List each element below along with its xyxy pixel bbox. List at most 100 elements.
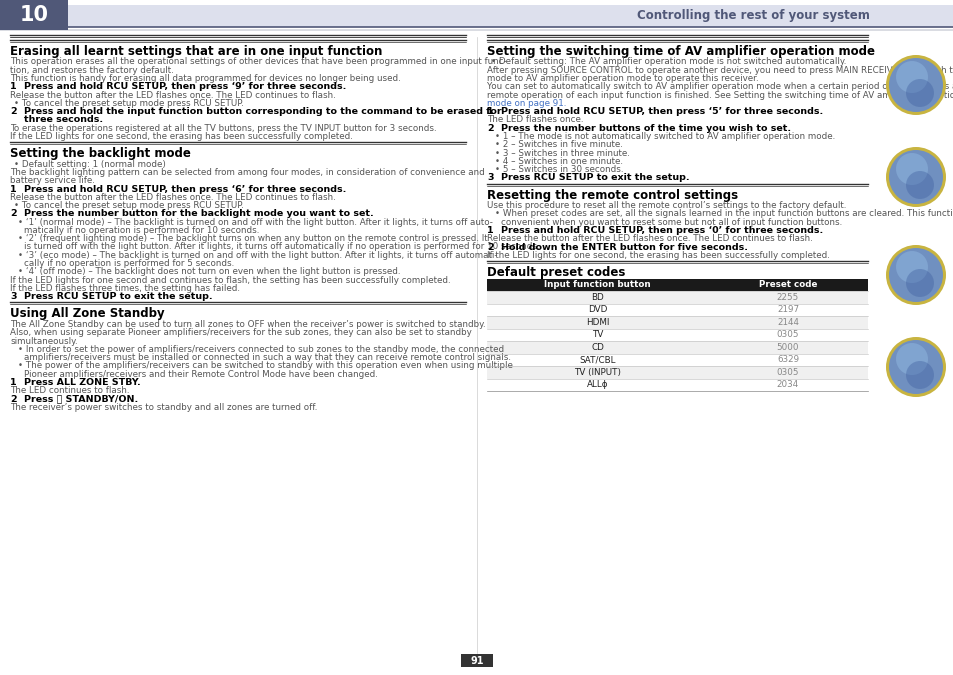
Circle shape — [885, 147, 945, 207]
Circle shape — [905, 361, 933, 389]
Text: This operation erases all the operational settings of other devices that have be: This operation erases all the operationa… — [10, 57, 506, 67]
Text: mode on page 91.: mode on page 91. — [486, 99, 566, 108]
Text: • ‘4’ (off mode) – The backlight does not turn on even when the light button is : • ‘4’ (off mode) – The backlight does no… — [18, 267, 400, 276]
Text: 2255: 2255 — [776, 293, 799, 302]
Text: Default preset codes: Default preset codes — [486, 266, 625, 279]
Text: DVD: DVD — [587, 305, 606, 315]
Text: Erasing all learnt settings that are in one input function: Erasing all learnt settings that are in … — [10, 45, 382, 58]
Text: Setting the switching time of AV amplifier operation mode: Setting the switching time of AV amplifi… — [486, 45, 874, 58]
Text: is turned off with the light button. After it lights, it turns off automatically: is turned off with the light button. Aft… — [24, 242, 539, 252]
FancyBboxPatch shape — [68, 5, 953, 27]
Text: Press RCU SETUP to exit the setup.: Press RCU SETUP to exit the setup. — [24, 292, 213, 301]
Text: 2197: 2197 — [776, 305, 799, 315]
Circle shape — [895, 343, 927, 375]
Text: The receiver’s power switches to standby and all zones are turned off.: The receiver’s power switches to standby… — [10, 403, 317, 412]
Text: matically if no operation is performed for 10 seconds.: matically if no operation is performed f… — [24, 226, 259, 235]
Text: 2144: 2144 — [776, 318, 799, 327]
Text: If the LED lights for one second, the erasing has been successfully completed.: If the LED lights for one second, the er… — [10, 132, 353, 141]
Text: Press and hold RCU SETUP, then press ‘9’ for three seconds.: Press and hold RCU SETUP, then press ‘9’… — [24, 82, 346, 91]
FancyBboxPatch shape — [486, 354, 867, 366]
Circle shape — [905, 79, 933, 107]
Text: • 3 – Switches in three minute.: • 3 – Switches in three minute. — [495, 148, 629, 157]
Text: The LED flashes once.: The LED flashes once. — [486, 115, 583, 124]
Text: Use this procedure to reset all the remote control’s settings to the factory def: Use this procedure to reset all the remo… — [486, 201, 845, 210]
Text: Press and hold the input function button corresponding to the command to be eras: Press and hold the input function button… — [24, 107, 501, 116]
Text: 2: 2 — [10, 209, 16, 218]
Text: • In order to set the power of amplifiers/receivers connected to sub zones to th: • In order to set the power of amplifier… — [18, 345, 503, 354]
Text: Pioneer amplifiers/receivers and their Remote Control Mode have been changed.: Pioneer amplifiers/receivers and their R… — [24, 370, 377, 379]
Text: ALLɸ: ALLɸ — [586, 380, 608, 389]
Text: convenient when you want to reset some but not all of input function buttons.: convenient when you want to reset some b… — [500, 218, 841, 227]
Text: Hold down the ENTER button for five seconds.: Hold down the ENTER button for five seco… — [500, 242, 747, 252]
Text: Press the number buttons of the time you wish to set.: Press the number buttons of the time you… — [500, 124, 790, 133]
Circle shape — [888, 248, 942, 302]
Text: battery service life.: battery service life. — [10, 176, 94, 185]
Text: If the LED lights for one second and continues to flash, the setting has been su: If the LED lights for one second and con… — [10, 275, 450, 285]
Text: Press and hold RCU SETUP, then press ‘0’ for three seconds.: Press and hold RCU SETUP, then press ‘0’… — [500, 226, 822, 235]
Text: 1: 1 — [10, 378, 16, 387]
Text: three seconds.: three seconds. — [24, 115, 103, 124]
FancyBboxPatch shape — [0, 0, 68, 30]
Text: 3: 3 — [10, 292, 16, 301]
Text: • Default setting: 1 (normal mode): • Default setting: 1 (normal mode) — [14, 160, 166, 169]
Text: Release the button after the LED flashes once. The LED continues to flash.: Release the button after the LED flashes… — [486, 234, 812, 243]
Circle shape — [888, 340, 942, 394]
Text: • 2 – Switches in five minute.: • 2 – Switches in five minute. — [495, 140, 622, 149]
Text: If the LED flashes three times, the setting has failed.: If the LED flashes three times, the sett… — [10, 284, 240, 293]
Text: • To cancel the preset setup mode press RCU SETUP.: • To cancel the preset setup mode press … — [14, 201, 244, 210]
Text: Press Ⓢ STANDBY/ON.: Press Ⓢ STANDBY/ON. — [24, 394, 138, 404]
Text: 6329: 6329 — [776, 355, 799, 364]
Text: SAT/CBL: SAT/CBL — [578, 355, 615, 364]
Text: Controlling the rest of your system: Controlling the rest of your system — [637, 9, 869, 22]
Text: 1: 1 — [10, 82, 16, 91]
Text: 2: 2 — [10, 107, 16, 116]
Text: Input function button: Input function button — [543, 280, 650, 290]
Text: 1: 1 — [486, 107, 493, 116]
Circle shape — [885, 55, 945, 115]
Text: After pressing SOURCE CONTROL to operate another device, you need to press MAIN : After pressing SOURCE CONTROL to operate… — [486, 65, 953, 75]
Text: • The power of the amplifiers/receivers can be switched to standby with this ope: • The power of the amplifiers/receivers … — [18, 361, 513, 371]
Circle shape — [895, 61, 927, 93]
Text: Resetting the remote control settings: Resetting the remote control settings — [486, 189, 738, 202]
Text: • 1 – The mode is not automatically switched to AV amplifier operation mode.: • 1 – The mode is not automatically swit… — [495, 132, 835, 141]
FancyBboxPatch shape — [486, 341, 867, 354]
Text: • 4 – Switches in one minute.: • 4 – Switches in one minute. — [495, 157, 622, 166]
Text: 1: 1 — [486, 226, 493, 235]
Text: The backlight lighting pattern can be selected from among four modes, in conside: The backlight lighting pattern can be se… — [10, 168, 484, 177]
Text: amplifiers/receivers must be installed or connected in such a way that they can : amplifiers/receivers must be installed o… — [24, 353, 511, 362]
Circle shape — [905, 171, 933, 199]
Text: 10: 10 — [19, 5, 49, 25]
Text: 3: 3 — [486, 173, 493, 182]
Text: simultaneously.: simultaneously. — [10, 337, 77, 346]
Text: TV (INPUT): TV (INPUT) — [574, 368, 620, 377]
Text: • ‘1’ (normal mode) – The backlight is turned on and off with the light button. : • ‘1’ (normal mode) – The backlight is t… — [18, 217, 493, 227]
FancyBboxPatch shape — [486, 379, 867, 391]
Text: You can set to automatically switch to AV amplifier operation mode when a certai: You can set to automatically switch to A… — [486, 82, 953, 91]
Circle shape — [888, 150, 942, 204]
Text: 2: 2 — [10, 394, 16, 404]
Text: Press the number button for the backlight mode you want to set.: Press the number button for the backligh… — [24, 209, 374, 218]
Circle shape — [895, 251, 927, 283]
Text: 2: 2 — [486, 242, 493, 252]
Text: CD: CD — [591, 343, 603, 352]
Text: Release the button after the LED flashes once. The LED continues to flash.: Release the button after the LED flashes… — [10, 90, 335, 100]
Text: • 5 – Switches in 30 seconds.: • 5 – Switches in 30 seconds. — [495, 165, 623, 174]
FancyBboxPatch shape — [486, 304, 867, 316]
Text: Preset code: Preset code — [758, 280, 817, 290]
Circle shape — [885, 337, 945, 397]
Text: 1: 1 — [10, 184, 16, 194]
Text: Also, when using separate Pioneer amplifiers/receivers for the sub zones, they c: Also, when using separate Pioneer amplif… — [10, 328, 471, 338]
Text: 2034: 2034 — [776, 380, 799, 389]
Circle shape — [888, 58, 942, 112]
Circle shape — [885, 245, 945, 305]
Text: 91: 91 — [470, 655, 483, 666]
Text: This function is handy for erasing all data programmed for devices no longer bei: This function is handy for erasing all d… — [10, 74, 400, 83]
Circle shape — [905, 269, 933, 297]
FancyBboxPatch shape — [486, 316, 867, 329]
Circle shape — [895, 153, 927, 185]
Text: 2: 2 — [486, 124, 493, 133]
Text: • ‘2’ (frequent lighting mode) – The backlight turns on when any button on the r: • ‘2’ (frequent lighting mode) – The bac… — [18, 234, 487, 243]
Text: 5000: 5000 — [776, 343, 799, 352]
Text: Release the button after the LED flashes once. The LED continues to flash.: Release the button after the LED flashes… — [10, 193, 335, 202]
Text: To erase the operations registered at all the TV buttons, press the TV INPUT but: To erase the operations registered at al… — [10, 124, 436, 132]
